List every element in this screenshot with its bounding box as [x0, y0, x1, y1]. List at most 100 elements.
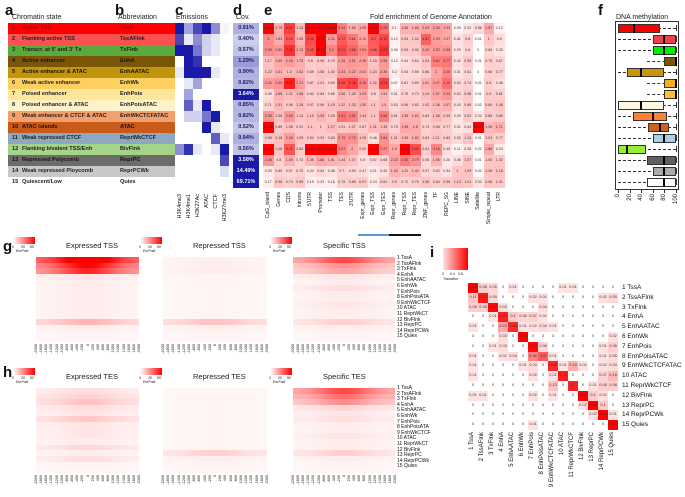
transition-cell: 0.01 — [548, 390, 558, 401]
transition-cell: 0 — [538, 381, 548, 391]
transition-cell: 0.08 — [598, 381, 608, 391]
enrichment-cell: 0.75 — [389, 122, 400, 133]
whisker — [647, 61, 676, 62]
enrichment-cell: 2.02 — [357, 67, 368, 78]
enrichment-cell: 0.95 — [315, 56, 326, 67]
enrichment-cell: 0.98 — [431, 122, 442, 133]
position-tick-label: -2000 — [34, 344, 38, 354]
position-tick-label: -800 — [64, 344, 69, 352]
emission-cell — [193, 45, 202, 56]
enrichment-cell: 0.8 — [273, 155, 284, 166]
transition-cell: 0 — [548, 312, 558, 323]
position-tick-label: 1600 — [254, 344, 259, 353]
position-tick-label: 1800 — [131, 475, 136, 484]
x-tick — [629, 190, 631, 193]
panel-label-d: d — [233, 2, 243, 19]
transition-cell: 0.01 — [468, 371, 478, 381]
transition-cell: 0.02 — [498, 351, 508, 362]
transition-cell: 0 — [468, 410, 478, 421]
enrichment-cell: 0.29 — [452, 45, 463, 56]
box — [632, 112, 668, 121]
box — [647, 178, 676, 187]
enrichment-cell: 1.55 — [399, 133, 410, 144]
position-tick-label: -2000 — [161, 344, 165, 354]
enrichment-cell: 1.1 — [305, 122, 316, 133]
state-number: 11 — [12, 135, 18, 141]
annotation-column-label: Expr_TSS — [370, 192, 376, 215]
panel-label-c: c — [175, 2, 184, 19]
enrichment-cell: 1.16 — [494, 166, 505, 177]
transition-cell: 0.01 — [558, 361, 568, 372]
transition-cell: 0 — [528, 332, 538, 342]
enrichment-cell: 0.79 — [326, 56, 337, 67]
profile-heat-row — [293, 410, 395, 417]
enrichment-legend — [270, 237, 292, 244]
enrichment-cell: 1.01 — [494, 177, 505, 188]
enrichment-cell: 1.68 — [410, 23, 421, 34]
profile-heat-row — [163, 279, 267, 286]
coverage-title: Cov. — [236, 14, 250, 21]
transition-cell: 0 — [488, 420, 498, 430]
state-number: 6 — [12, 80, 16, 86]
profile-heat-row — [36, 439, 139, 446]
emission-cell — [184, 133, 193, 144]
emission-cell — [202, 89, 211, 100]
state-row: 5 Active enhancer & ATAC EnhAATAC — [8, 67, 175, 78]
profile-row-label: 15 Quies — [397, 463, 418, 470]
emission-cell — [211, 122, 220, 133]
enrichment-cell: 1.07 — [347, 155, 358, 166]
whisker — [647, 83, 676, 84]
transition-cell: 0 — [568, 302, 578, 313]
enrichment-cell: 1.8 — [410, 122, 421, 133]
transition-cell: 0.1 — [508, 312, 518, 323]
enrichment-cell: 2.22 — [347, 67, 358, 78]
transition-cell: 0 — [568, 371, 578, 381]
transition-cell: 0.86 — [588, 400, 598, 411]
position-tick-label: 200 — [218, 344, 223, 351]
enrichment-cell: 0.69 — [410, 78, 421, 89]
transition-cell: 0 — [488, 390, 498, 401]
transition-cell: 0.01 — [568, 283, 578, 293]
legend-label: EnrFold — [273, 249, 286, 253]
enrichment-cell: 1.09 — [294, 133, 305, 144]
enrichment-cell: 0.81 — [462, 111, 473, 122]
enrichment-cell: 0.24 — [494, 144, 505, 155]
position-tick-label: -200 — [207, 475, 212, 483]
transition-cell: 0 — [478, 381, 488, 391]
enrichment-cell: 1.08 — [315, 67, 326, 78]
enrichment-cell: 0.24 — [368, 177, 379, 188]
transition-cell: 0.08 — [478, 283, 488, 293]
enrichment-cell: 3.52 — [399, 155, 410, 166]
transition-col-label: 12 BivFlnk — [579, 432, 585, 461]
enrichment-cell: 0.48 — [494, 78, 505, 89]
annotation-column-label: LINE — [454, 192, 460, 204]
transition-cell: 0 — [548, 332, 558, 342]
x-tick — [641, 190, 643, 193]
x-tick-label: 100 — [673, 194, 679, 205]
enrichment-cell: 0.73 — [420, 122, 431, 133]
position-tick-label: -600 — [70, 475, 75, 483]
state-abbreviation: EnhPois — [120, 91, 143, 97]
transition-cell: 0.82 — [578, 390, 588, 401]
profile-heat-row — [163, 393, 267, 400]
position-tick-label: -1000 — [59, 344, 64, 354]
enrichment-cell: 1.02 — [326, 67, 337, 78]
enrichment-cell: 1.57 — [441, 100, 452, 111]
enrichment-cell: 0.64 — [410, 56, 421, 67]
enrichment-cell: 0.23 — [315, 177, 326, 188]
transition-row-label: 15 Quies — [622, 421, 649, 429]
legend-tick: 0 — [12, 376, 14, 380]
enrichment-cell: 1.13 — [452, 177, 463, 188]
profile-heat-row — [293, 422, 395, 429]
x-tick-label: 80 — [661, 194, 668, 201]
emissions-title: Emissions — [176, 14, 208, 21]
state-abbreviation: ReprPC — [120, 157, 141, 163]
legend-tick: 50 — [287, 245, 291, 249]
profile-heat-row — [36, 461, 139, 468]
transition-cell: 0 — [508, 361, 518, 372]
whisker — [618, 50, 676, 51]
emission-cell — [211, 144, 220, 155]
enrichment-legend — [13, 368, 35, 375]
box — [618, 145, 646, 154]
transition-cell: 0 — [568, 292, 578, 303]
